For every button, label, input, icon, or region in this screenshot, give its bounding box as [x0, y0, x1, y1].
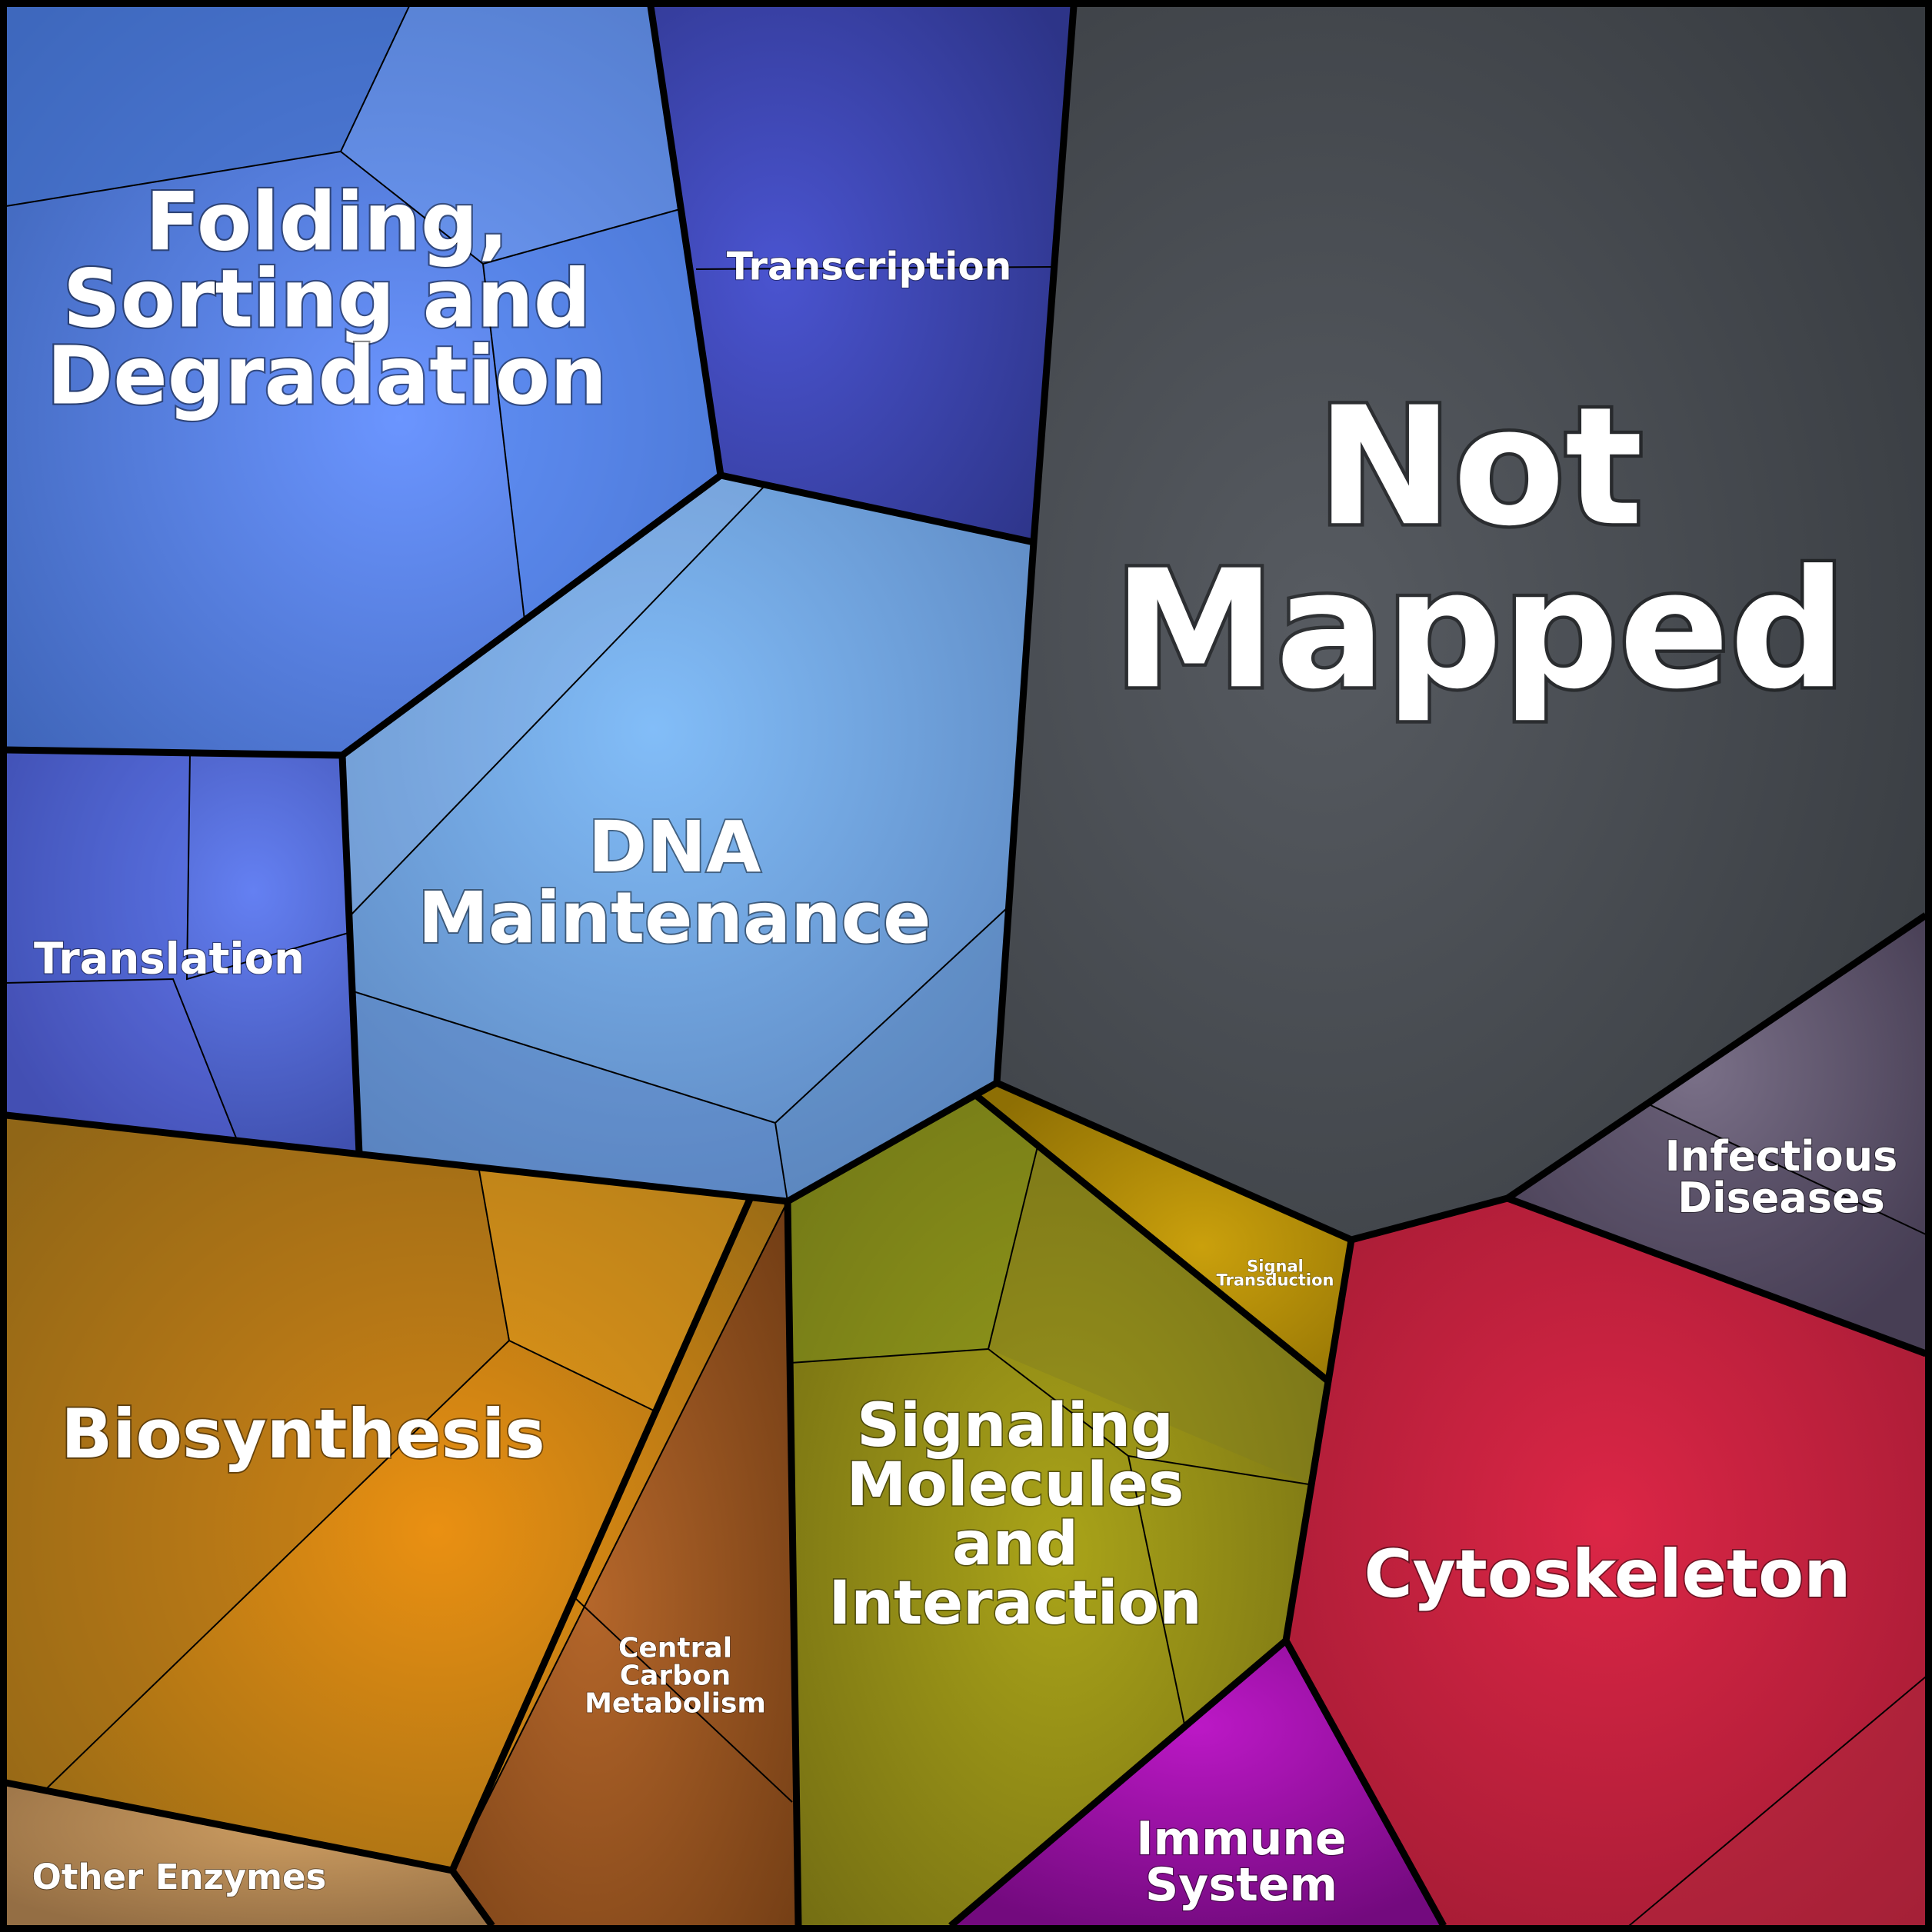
label-line: Carbon: [620, 1661, 731, 1692]
label-folding[interactable]: Folding, Sorting and Degradation: [45, 173, 609, 424]
subcell-biosynthesis-left: [6, 1115, 509, 1789]
label-line: Translation: [34, 934, 305, 984]
label-line: Infectious: [1665, 1132, 1898, 1181]
label-line: Biosynthesis: [61, 1394, 545, 1474]
label-line: Sorting and: [63, 251, 591, 345]
subcell-dna-left: [342, 475, 764, 918]
label-translation[interactable]: Translation: [33, 933, 305, 984]
subcell-borders: [5, 5, 1927, 1927]
label-line: Not: [1317, 371, 1643, 561]
subcell-signaling-right: [988, 1147, 1327, 1484]
label-line: Immune: [1136, 1812, 1347, 1866]
subcell-signaling-top-left: [788, 1096, 1038, 1363]
label-line: Cytoskeleton: [1364, 1536, 1851, 1613]
label-cytoskeleton[interactable]: Cytoskeleton: [1363, 1534, 1853, 1614]
label-line: Transduction: [1216, 1271, 1334, 1289]
label-line: Molecules: [847, 1451, 1184, 1520]
label-line: Folding,: [145, 175, 508, 268]
label-immune-system[interactable]: Immune System: [1135, 1811, 1347, 1914]
label-biosynthesis[interactable]: Biosynthesis: [59, 1393, 546, 1475]
label-line: Signaling: [857, 1391, 1174, 1461]
label-line: Diseases: [1677, 1174, 1884, 1222]
cell-borders: [5, 5, 1928, 1929]
label-infectious-diseases[interactable]: Infectious Diseases: [1664, 1131, 1899, 1223]
label-transcription[interactable]: Transcription: [726, 243, 1013, 289]
label-line: Mapped: [1113, 535, 1846, 724]
label-dna-maintenance[interactable]: DNA Maintenance: [417, 804, 933, 961]
label-signal-transduction[interactable]: Signal Transduction: [1216, 1257, 1334, 1290]
label-not-mapped[interactable]: Not Mapped: [1110, 368, 1850, 728]
label-central-carbon[interactable]: Central Carbon Metabolism: [584, 1632, 766, 1720]
label-signaling-molecules[interactable]: Signaling Molecules and Interaction: [828, 1390, 1203, 1639]
label-line: Other Enzymes: [32, 1857, 327, 1897]
label-line: DNA: [588, 806, 761, 888]
label-other-enzymes[interactable]: Other Enzymes: [32, 1856, 328, 1898]
subcell-translation-bottom-left: [6, 979, 237, 1140]
label-line: Central: [618, 1633, 732, 1664]
subcell-infectious-lower: [1507, 1104, 1926, 1354]
label-line: Maintenance: [418, 877, 931, 959]
label-line: Signal: [1247, 1257, 1304, 1275]
label-line: Metabolism: [585, 1688, 766, 1720]
label-line: Transcription: [727, 245, 1012, 289]
subcell-dna-bottom-left: [351, 991, 788, 1201]
subcell-dna-bottom-right: [775, 908, 1008, 1201]
label-line: Interaction: [828, 1569, 1201, 1638]
label-line: Degradation: [47, 328, 607, 422]
label-line: and: [952, 1510, 1078, 1579]
label-line: System: [1145, 1858, 1337, 1912]
subcell-biosynthesis-upper-right: [479, 1171, 750, 1411]
subcell-translation-top-left: [6, 750, 190, 983]
subcell-folding-top-mid: [341, 6, 680, 264]
